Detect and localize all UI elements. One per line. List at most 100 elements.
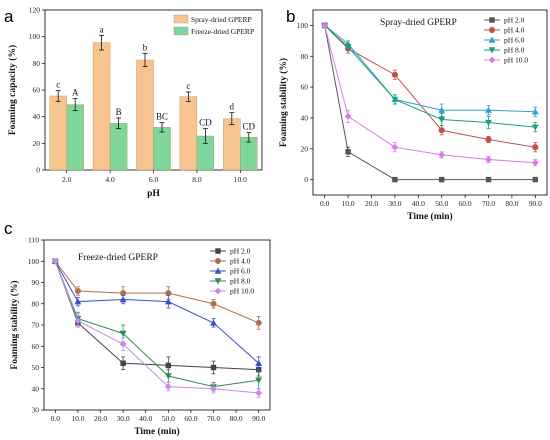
series-line-pH-10-0 bbox=[324, 25, 536, 164]
y-axis-title: Foaming capacity (%) bbox=[7, 45, 18, 135]
significance-label: CD bbox=[243, 122, 256, 132]
data-point bbox=[164, 298, 172, 305]
line-chart-freeze-dried-stability: 30 40 50 60 70 80 90 100 110 0.0 10.0 20.0 30.0 40.0 5… bbox=[9, 236, 271, 437]
y-tick-label: 40 bbox=[301, 113, 309, 122]
y-tick-label: 20 bbox=[301, 144, 309, 153]
y-tick-label: 20 bbox=[33, 139, 41, 148]
series-line-pH-4-0 bbox=[324, 25, 536, 148]
significance-label: B bbox=[116, 107, 122, 117]
data-point bbox=[165, 362, 172, 369]
x-tick-label: 90.0 bbox=[529, 199, 542, 208]
data-point bbox=[485, 156, 492, 163]
significance-label: c bbox=[186, 81, 190, 91]
x-tick-label: 70.0 bbox=[482, 199, 495, 208]
y-tick-label: 100 bbox=[28, 257, 40, 266]
data-point bbox=[531, 159, 539, 167]
data-point bbox=[164, 373, 172, 380]
x-tick-label: 70.0 bbox=[207, 414, 220, 423]
data-point bbox=[391, 71, 398, 78]
data-point bbox=[74, 298, 82, 305]
x-tick-label: 40.0 bbox=[412, 199, 425, 208]
x-tick-label: 0.0 bbox=[51, 414, 61, 423]
x-tick-label: 60.0 bbox=[459, 199, 472, 208]
panel-letter-b: b bbox=[286, 7, 295, 26]
significance-label: CD bbox=[199, 118, 212, 128]
y-tick-label: 90 bbox=[32, 278, 40, 287]
legend-marker bbox=[214, 267, 222, 274]
significance-label: c bbox=[56, 80, 60, 90]
y-tick-label: 100 bbox=[29, 32, 41, 41]
data-point bbox=[210, 364, 217, 371]
inset-title: Freeze-dried GPERP bbox=[78, 253, 158, 263]
bar-freeze-6.0 bbox=[153, 127, 171, 171]
data-point bbox=[438, 106, 446, 113]
data-point bbox=[531, 124, 539, 131]
data-point bbox=[438, 151, 446, 159]
data-point bbox=[74, 287, 81, 295]
x-tick-label: 60.0 bbox=[184, 414, 197, 423]
panel-letter-a: a bbox=[4, 7, 14, 26]
x-axis-title: pH bbox=[147, 189, 160, 199]
x-tick-label: 90.0 bbox=[252, 414, 265, 423]
data-point bbox=[119, 296, 127, 303]
series-line-pH-4-0 bbox=[54, 260, 259, 324]
legend-label: Freeze-dried GPERP bbox=[191, 27, 254, 36]
legend-label: pH 2.0 bbox=[230, 247, 251, 256]
data-point bbox=[120, 290, 127, 297]
x-axis-title: Time (min) bbox=[134, 426, 179, 437]
x-tick-label: 80.0 bbox=[505, 199, 518, 208]
x-tick-label: 50.0 bbox=[435, 199, 448, 208]
significance-label: d bbox=[230, 102, 235, 112]
y-axis-title: Foaming stability (%) bbox=[9, 280, 20, 369]
data-point bbox=[210, 319, 217, 326]
legend-label: pH 2.0 bbox=[504, 16, 525, 25]
bar-spray-6.0 bbox=[136, 59, 154, 171]
y-tick-label: 60 bbox=[33, 86, 41, 95]
data-point bbox=[321, 22, 329, 29]
x-tick-label: 40.0 bbox=[139, 414, 152, 423]
legend-label: pH 4.0 bbox=[230, 257, 251, 266]
legend-marker bbox=[214, 278, 222, 285]
y-tick-label: 0 bbox=[36, 166, 40, 175]
inset-title: Spray-dried GPERP bbox=[380, 18, 457, 28]
legend-marker bbox=[214, 287, 222, 295]
x-axis-title: Time (min) bbox=[407, 211, 452, 222]
data-point bbox=[119, 330, 127, 337]
legend-label: pH 10.0 bbox=[230, 287, 254, 296]
x-tick-label: 10.0 bbox=[342, 199, 355, 208]
data-point bbox=[344, 44, 352, 51]
data-point bbox=[392, 176, 398, 183]
data-point bbox=[255, 319, 262, 326]
data-point bbox=[531, 108, 539, 115]
y-tick-label: 120 bbox=[29, 6, 41, 15]
data-point bbox=[485, 119, 492, 126]
x-tick-label: 8.0 bbox=[192, 175, 202, 184]
data-point bbox=[119, 340, 127, 348]
data-point bbox=[74, 317, 82, 325]
data-point bbox=[210, 300, 217, 307]
significance-label: A bbox=[72, 88, 79, 98]
legend-label: pH 10.0 bbox=[504, 56, 528, 65]
y-tick-label: 80 bbox=[32, 299, 40, 308]
y-axis-title: Foaming stability (%) bbox=[278, 58, 289, 147]
legend-label: Spray-dried GPERP bbox=[191, 15, 252, 24]
x-tick-label: 20.0 bbox=[94, 414, 107, 423]
bar-spray-4.0 bbox=[92, 42, 111, 171]
series-line-pH-2-0 bbox=[324, 25, 536, 181]
line-chart-spray-dried-stability: 0 20 40 60 80 100 0.0 10.0 20.0 30.0 40.0 50.0 60.0 7… bbox=[278, 9, 548, 222]
x-tick-label: 4.0 bbox=[105, 175, 115, 184]
bar-spray-2.0 bbox=[49, 95, 67, 171]
legend-label: pH 6.0 bbox=[504, 36, 525, 45]
y-tick-label: 0 bbox=[304, 175, 308, 184]
x-tick-label: 80.0 bbox=[230, 414, 243, 423]
legend-marker bbox=[488, 56, 496, 64]
significance-label: b bbox=[143, 42, 148, 52]
legend-marker bbox=[488, 36, 496, 43]
significance-label: BC bbox=[156, 112, 168, 122]
y-tick-label: 40 bbox=[33, 112, 41, 121]
bar-chart-foaming-capacity: 0 20 40 60 80 100 120 2.0 c A 4.0 a B 6.0 b BC 8.0 c CD 10.… bbox=[7, 6, 263, 199]
series-line-pH-6-0 bbox=[54, 261, 260, 364]
data-point bbox=[51, 257, 59, 265]
data-point bbox=[485, 176, 492, 183]
